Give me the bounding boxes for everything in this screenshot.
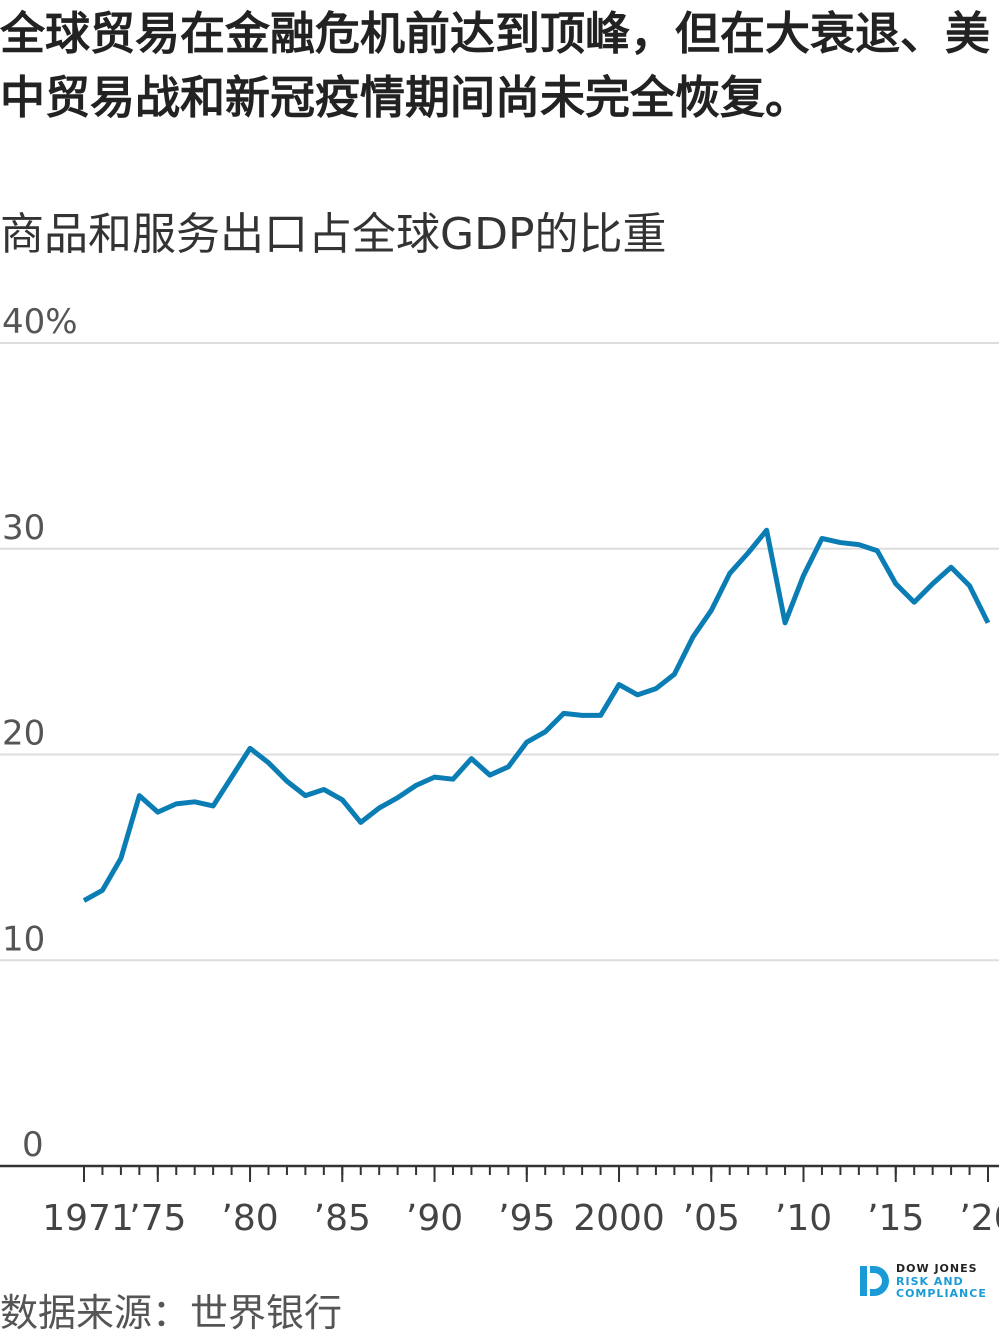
logo-text: DOW JONES bbox=[896, 1262, 978, 1275]
source-note: 数据来源：世界银行 bbox=[0, 1291, 343, 1335]
x-tick-label: ’15 bbox=[867, 1198, 924, 1239]
logo-text: COMPLIANCE bbox=[896, 1287, 987, 1300]
x-tick-label: 1971 bbox=[42, 1198, 134, 1239]
y-tick-label: 20 bbox=[2, 714, 45, 754]
y-tick-label: 0 bbox=[22, 1125, 44, 1165]
y-tick-label: 10 bbox=[2, 919, 45, 959]
chart-title: 全球贸易在金融危机前达到顶峰，但在大衰退、美中贸易战和新冠疫情期间尚未完全恢复。 bbox=[0, 7, 991, 124]
x-tick-label: ’90 bbox=[406, 1198, 463, 1239]
x-tick-label: ’75 bbox=[129, 1198, 186, 1239]
x-tick-label: ’95 bbox=[498, 1198, 555, 1239]
data-line bbox=[82, 527, 991, 903]
y-tick-label: 40% bbox=[2, 302, 78, 342]
x-tick-label: ’85 bbox=[314, 1198, 371, 1239]
x-tick-label: 2000 bbox=[573, 1198, 665, 1239]
x-tick-label: ’20 bbox=[959, 1198, 999, 1239]
logo-text: RISK AND bbox=[896, 1275, 964, 1288]
logo-icon bbox=[860, 1266, 889, 1296]
x-tick-label: ’05 bbox=[683, 1198, 740, 1239]
y-tick-label: 30 bbox=[2, 508, 45, 548]
chart-subtitle: 商品和服务出口占全球GDP的比重 bbox=[0, 209, 667, 260]
x-tick-label: ’80 bbox=[221, 1198, 278, 1239]
x-tick-label: ’10 bbox=[775, 1198, 832, 1239]
